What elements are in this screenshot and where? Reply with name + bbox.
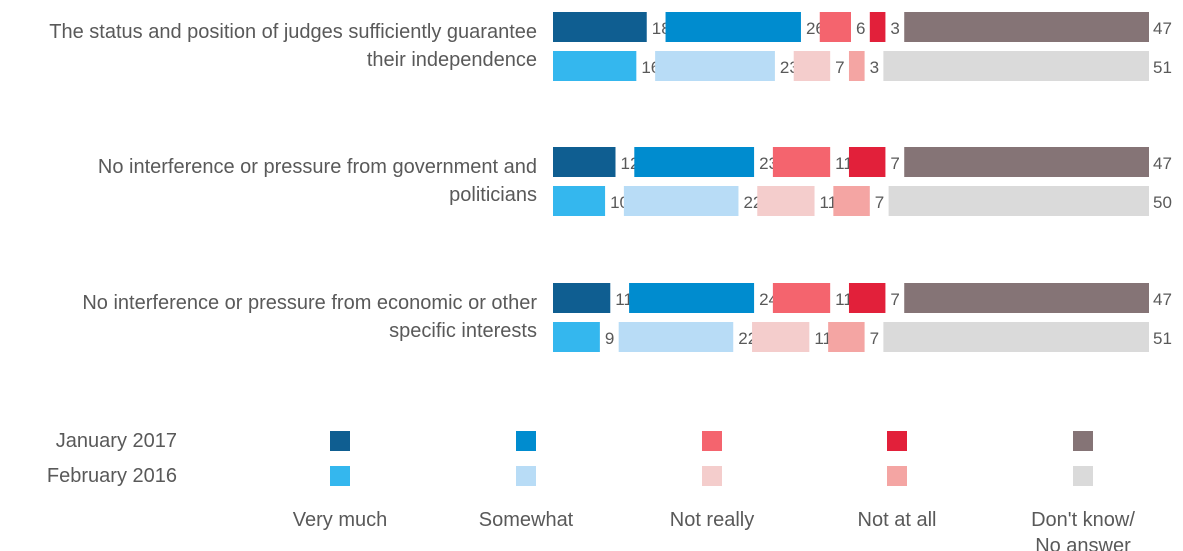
bar-value-label: 3: [890, 19, 899, 38]
category-label: their independence: [367, 49, 537, 71]
bar-value-label: 47: [1153, 19, 1172, 38]
bar: [848, 51, 865, 81]
legend-answer-label: Very much: [293, 509, 387, 531]
bar-value-label: 7: [875, 193, 884, 212]
bar-value-label: 51: [1153, 329, 1172, 348]
legend-swatch: [702, 466, 722, 486]
bar: [665, 12, 801, 42]
bar: [629, 283, 755, 313]
bar: [772, 147, 831, 177]
bar: [553, 322, 600, 352]
bar: [904, 12, 1149, 42]
bar-value-label: 11: [615, 290, 633, 309]
bar: [819, 12, 851, 42]
category-label: No interference or pressure from governm…: [98, 156, 537, 178]
bar: [553, 283, 611, 313]
bar-value-label: 47: [1153, 290, 1172, 309]
bar-value-label: 6: [856, 19, 865, 38]
legend-swatch: [330, 431, 350, 451]
bar: [883, 322, 1149, 352]
category-label: politicians: [449, 184, 537, 206]
bar: [634, 147, 755, 177]
bar: [618, 322, 734, 352]
legend-swatch: [887, 431, 907, 451]
bar: [793, 51, 831, 81]
category-label: specific interests: [389, 320, 537, 342]
bar: [904, 283, 1149, 313]
bar-value-label: 7: [890, 154, 899, 173]
legend-swatch: [702, 431, 722, 451]
category-label: No interference or pressure from economi…: [82, 292, 537, 314]
bar-value-label: 11: [835, 154, 853, 173]
bar-value-label: 7: [835, 58, 844, 77]
legend-answer-label: Somewhat: [479, 509, 574, 531]
legend-swatch: [887, 466, 907, 486]
bar: [623, 186, 739, 216]
bar: [848, 147, 886, 177]
bar-value-label: 11: [814, 329, 832, 348]
bar: [772, 283, 831, 313]
legend-period-label: January 2017: [56, 430, 177, 452]
legend-answer-label: Not really: [670, 509, 754, 531]
bar: [888, 186, 1149, 216]
bar: [757, 186, 815, 216]
bar-value-label: 11: [835, 290, 853, 309]
bar: [752, 322, 810, 352]
legend-swatch: [330, 466, 350, 486]
bar: [553, 186, 606, 216]
bar-value-label: 50: [1153, 193, 1172, 212]
legend-swatch: [1073, 431, 1093, 451]
legend-answer-label: Don't know/: [1031, 509, 1135, 531]
bar-value-label: 51: [1153, 58, 1172, 77]
bar: [553, 147, 616, 177]
bar-value-label: 11: [820, 193, 838, 212]
bar: [883, 51, 1149, 81]
category-label: The status and position of judges suffic…: [49, 21, 537, 43]
bar: [848, 283, 886, 313]
bar: [833, 186, 870, 216]
bar: [904, 147, 1149, 177]
legend-period-label: February 2016: [47, 465, 177, 487]
bar-value-label: 3: [870, 58, 879, 77]
legend-answer-label: Not at all: [858, 509, 937, 531]
legend-swatch: [516, 466, 536, 486]
bar: [553, 12, 647, 42]
bar: [869, 12, 886, 42]
bar-value-label: 47: [1153, 154, 1172, 173]
bar: [655, 51, 775, 81]
legend-answer-label: No answer: [1035, 535, 1131, 551]
bar: [553, 51, 637, 81]
bar-value-label: 9: [605, 329, 614, 348]
legend-swatch: [516, 431, 536, 451]
bar: [828, 322, 865, 352]
bar-value-label: 7: [870, 329, 879, 348]
legend-swatch: [1073, 466, 1093, 486]
bar-value-label: 7: [890, 290, 899, 309]
